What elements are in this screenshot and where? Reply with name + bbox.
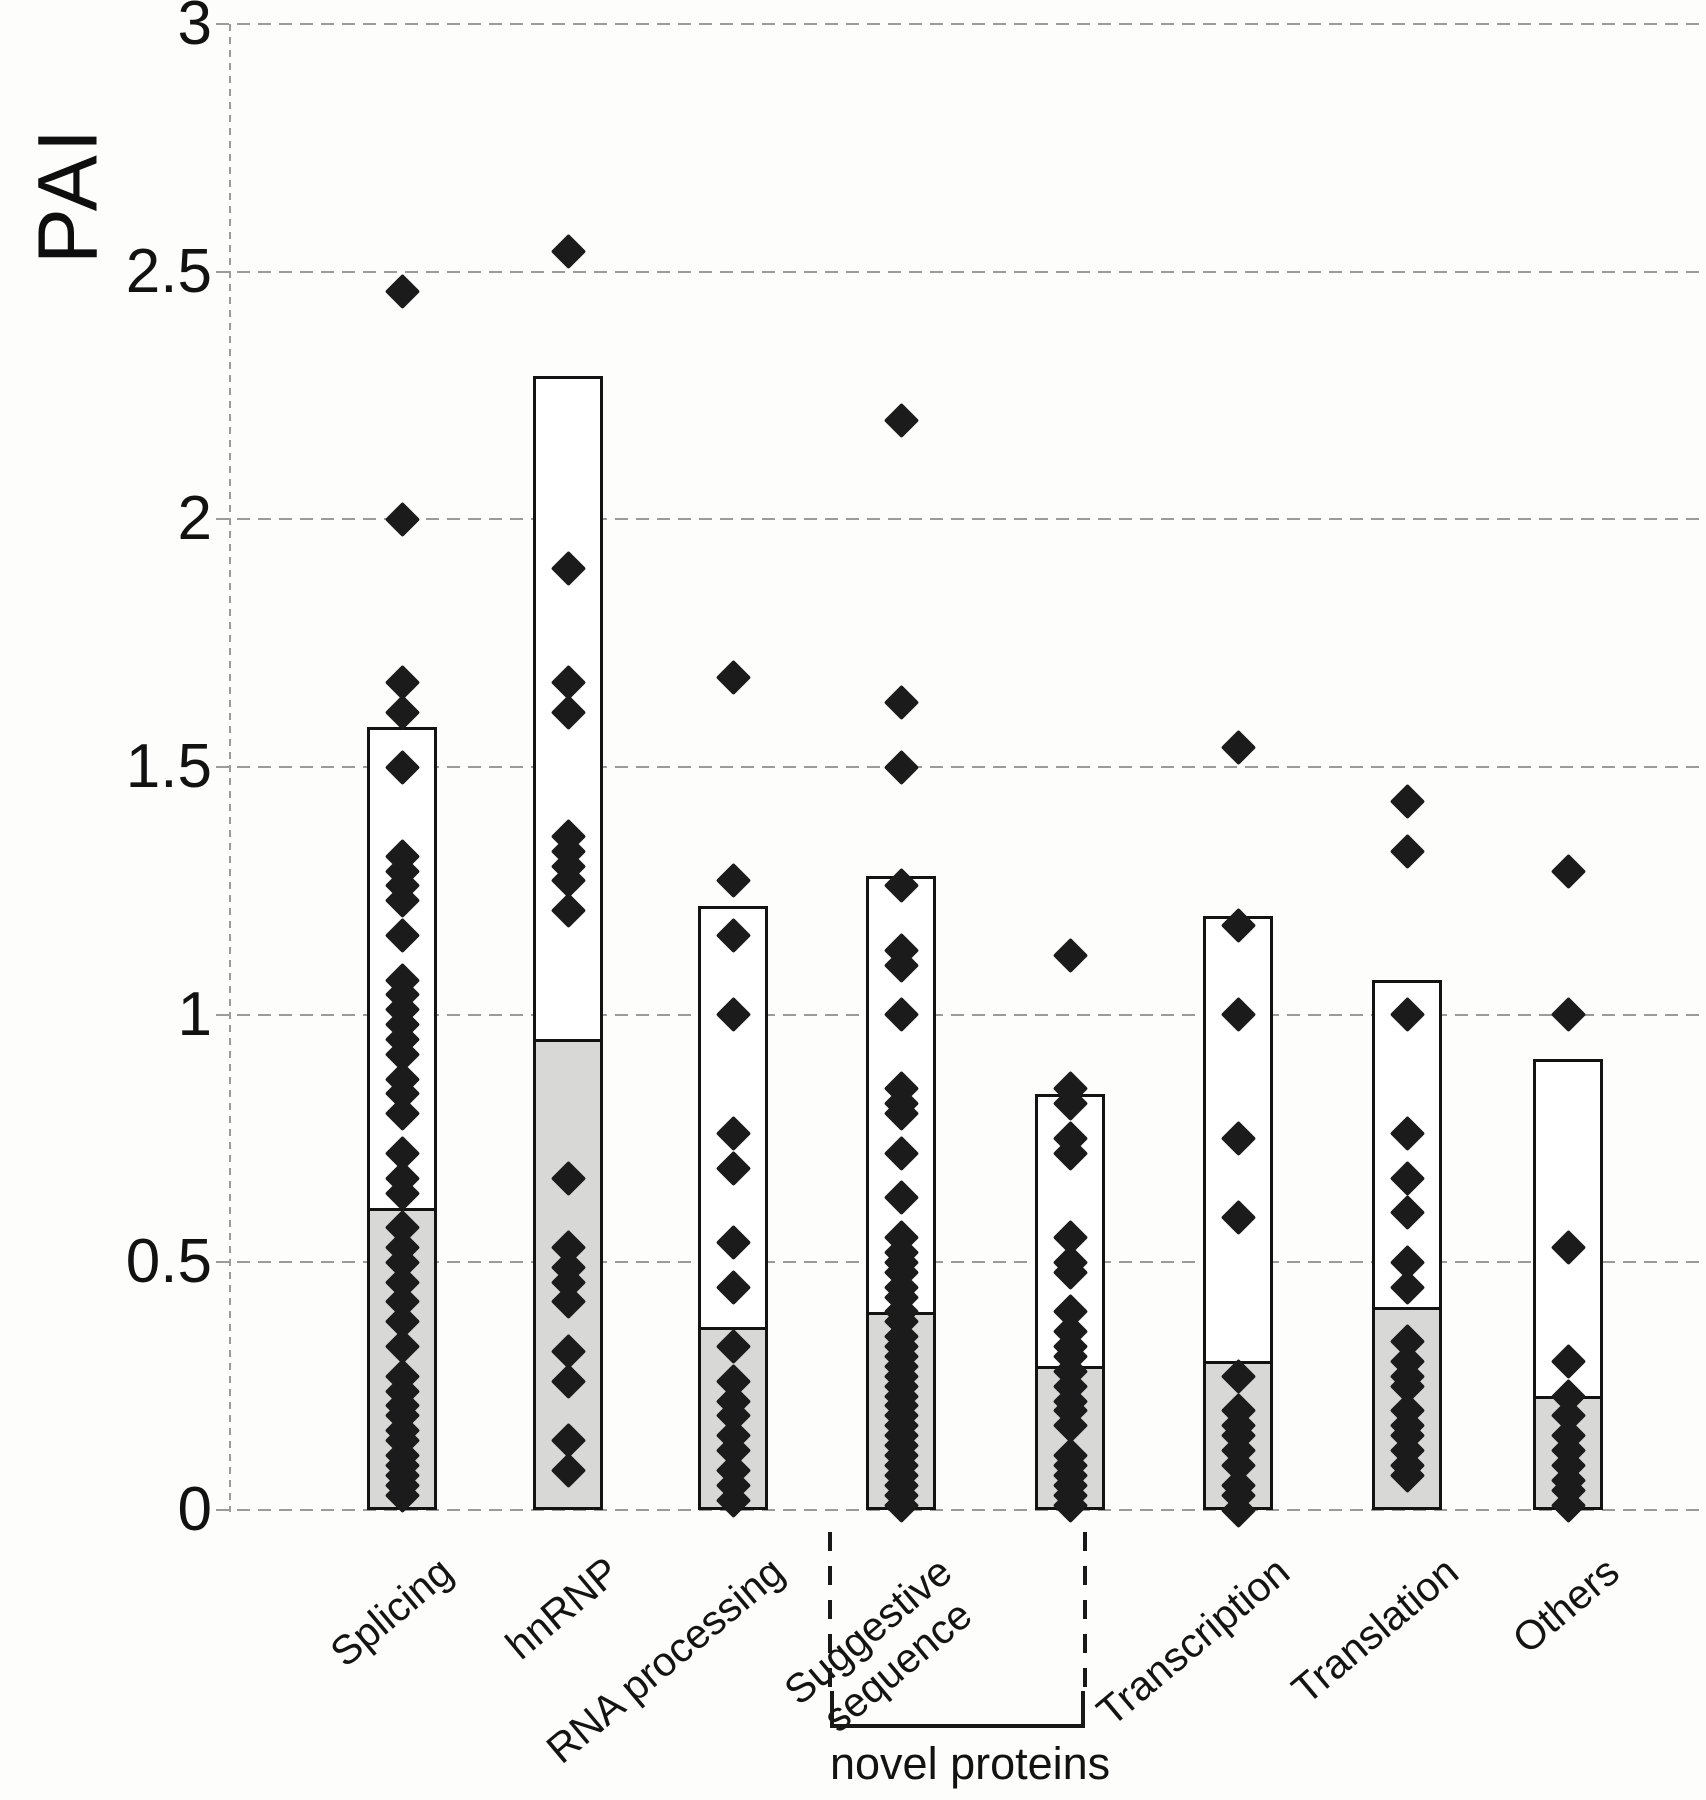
data-point-diamond <box>550 234 586 270</box>
data-point-diamond <box>384 273 420 310</box>
gridline-y-2.5 <box>216 270 1700 273</box>
y-tick-label: 3 <box>177 0 212 58</box>
data-point-diamond <box>1052 937 1088 973</box>
data-point-diamond <box>883 402 919 438</box>
y-tick-label: 2 <box>177 484 212 554</box>
x-category-label-others: Others <box>1503 1548 1628 1663</box>
x-category-label-transcription: Transcription <box>1087 1548 1298 1735</box>
y-tick-label: 0 <box>177 1475 212 1544</box>
y-tick-label: 2.5 <box>125 236 212 306</box>
y-tick-label: 1.5 <box>125 732 212 801</box>
novel-proteins-label: novel proteins <box>830 1738 1111 1789</box>
data-point-diamond <box>715 660 751 696</box>
data-point-diamond <box>1550 853 1586 889</box>
gridline-y-3 <box>216 23 1700 25</box>
gridline-y-0.5 <box>216 1261 1700 1264</box>
gridline-y-1 <box>216 1013 1700 1016</box>
data-point-diamond <box>883 684 919 721</box>
gridline-y-0 <box>216 1509 1700 1511</box>
novel-proteins-bracket <box>830 1691 1085 1728</box>
gridline-y-1.5 <box>216 766 1700 768</box>
bracket-left-dashed-line <box>828 1532 832 1690</box>
bracket-right-dashed-line <box>1083 1532 1087 1690</box>
y-tick-label: 1 <box>177 979 212 1049</box>
y-axis-line <box>229 24 231 1512</box>
x-category-label-splicing: Splicing <box>322 1548 462 1676</box>
x-category-label-hnrnp: hnRNP <box>496 1548 628 1669</box>
y-tick-label: 0.5 <box>125 1227 212 1297</box>
data-point-diamond <box>1389 784 1425 820</box>
data-point-diamond <box>883 749 919 785</box>
data-point-diamond <box>1550 996 1586 1033</box>
gridline-y-2 <box>216 518 1700 521</box>
data-point-diamond <box>715 863 751 899</box>
data-point-diamond <box>384 501 420 538</box>
data-point-diamond <box>1389 833 1425 869</box>
plot-area <box>216 23 1700 1528</box>
x-category-label-translation: Translation <box>1282 1548 1467 1713</box>
data-point-diamond <box>1220 729 1256 765</box>
data-point-diamond <box>384 694 420 731</box>
